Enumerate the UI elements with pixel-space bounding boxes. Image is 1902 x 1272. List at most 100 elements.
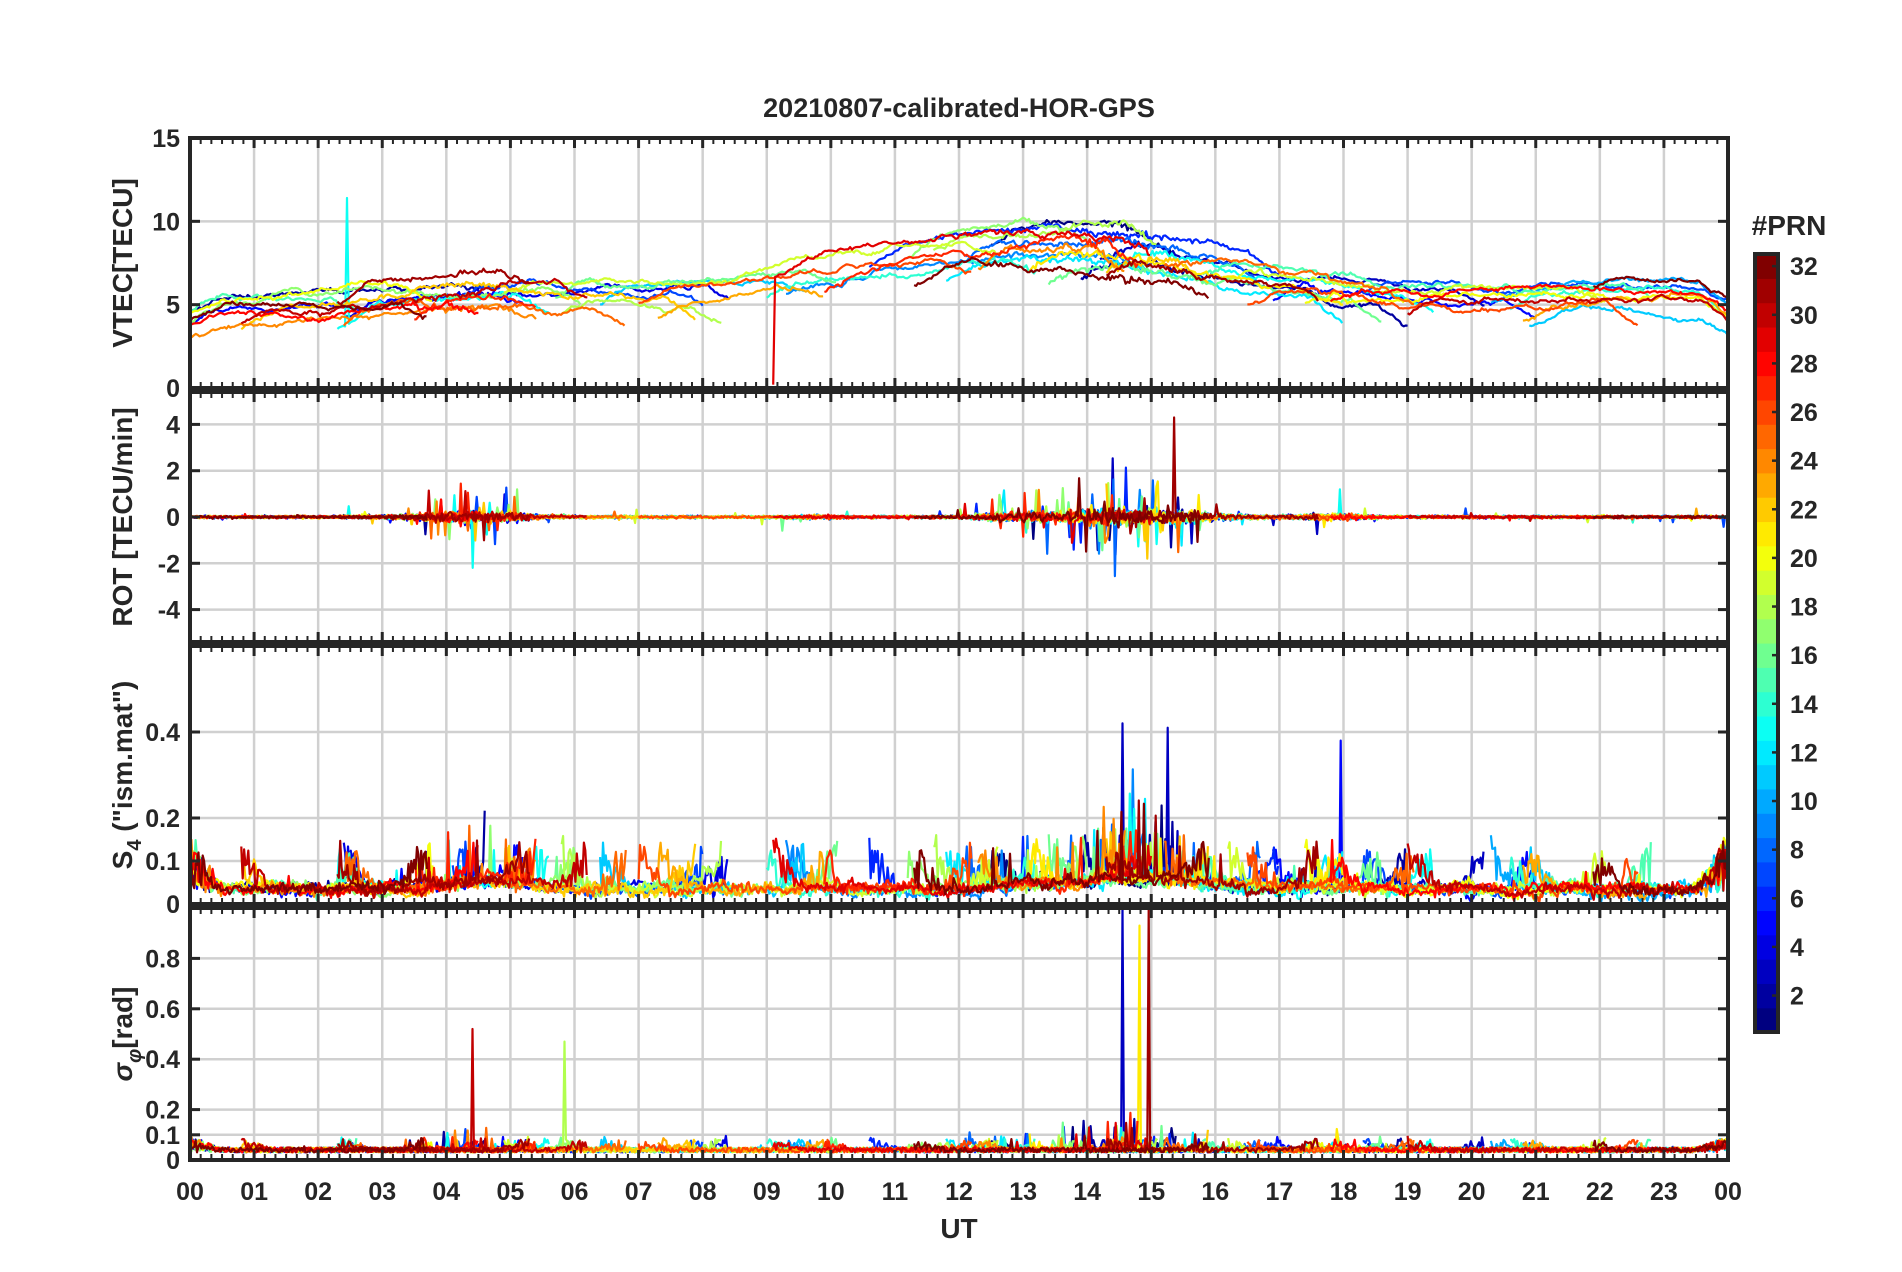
y-tick-label: 0.8 — [145, 945, 180, 973]
colorbar-frame — [1753, 252, 1780, 1034]
colorbar-tick-label: 32 — [1790, 253, 1818, 281]
y-tick-label: 0.6 — [145, 996, 180, 1024]
colorbar-tick-marks — [1772, 264, 1778, 997]
colorbar-step — [1755, 424, 1778, 450]
chart-title: 20210807-calibrated-HOR-GPS — [763, 93, 1155, 123]
rot-series-lines — [190, 416, 1728, 578]
x-tick-label: 07 — [625, 1178, 653, 1206]
x-tick-label: 13 — [1009, 1178, 1037, 1206]
colorbar-tick-label: 8 — [1790, 837, 1804, 865]
colorbar-tick-label: 2 — [1790, 983, 1804, 1011]
colorbar-step — [1755, 278, 1778, 304]
vtec-y-axis-label: VTEC[TECU] — [107, 178, 138, 348]
y-tick-label: 0 — [166, 1147, 180, 1175]
y-tick-label: -4 — [158, 597, 180, 625]
colorbar-label: #PRN — [1752, 210, 1827, 241]
series-line-prn-14 — [766, 255, 1037, 299]
x-tick-label: 11 — [882, 1178, 909, 1206]
y-tick-label: 2 — [166, 458, 180, 486]
series-line-prn-32 — [913, 1134, 1210, 1154]
colorbar-tick-label: 14 — [1790, 691, 1818, 719]
x-tick-label: 14 — [1073, 1178, 1101, 1206]
vtec-grid — [190, 138, 1728, 388]
colorbar-tick-label: 18 — [1790, 594, 1818, 622]
x-tick-label: 00 — [176, 1178, 204, 1206]
s4-label-main: S — [107, 851, 138, 870]
y-tick-label: -2 — [158, 550, 180, 578]
colorbar-tick-label: 16 — [1790, 642, 1818, 670]
colorbar-step — [1755, 691, 1778, 717]
series-line-prn-27 — [824, 232, 1139, 293]
colorbar-step — [1755, 521, 1778, 547]
colorbar-tick-label: 6 — [1790, 885, 1804, 913]
sigma-phi-y-axis-label: σφ[rad] — [107, 987, 146, 1082]
colorbar-step — [1755, 813, 1778, 839]
series-line-prn-11 — [1528, 303, 1728, 336]
colorbar-tick-label: 24 — [1790, 448, 1818, 476]
colorbar-step — [1755, 886, 1778, 912]
rot-panel: -4 -2 0 2 4 ROT [TECU/min] — [107, 390, 1730, 644]
y-tick-label: 0 — [166, 375, 180, 403]
colorbar-step — [1755, 643, 1778, 668]
colorbar-tick-label: 10 — [1790, 788, 1818, 816]
series-line-prn-27 — [414, 293, 537, 321]
y-tick-label: 10 — [152, 208, 180, 236]
colorbar-step — [1755, 618, 1778, 644]
series-line-prn-31 — [337, 1138, 531, 1154]
colorbar-tick-label: 30 — [1790, 302, 1818, 330]
series-line-prn-20 — [190, 279, 433, 314]
colorbar-tick-label: 28 — [1790, 350, 1818, 378]
y-tick-label: 0.2 — [145, 805, 180, 833]
series-line-prn-16 — [1047, 261, 1382, 323]
rot-y-axis-label: ROT [TECU/min] — [107, 407, 138, 626]
x-axis-label: UT — [940, 1213, 977, 1244]
series-line-prn-28 — [1329, 283, 1727, 312]
series-line-prn-32 — [1592, 1139, 1728, 1154]
colorbar-step — [1755, 497, 1778, 523]
sigma-phi-grid — [190, 908, 1728, 1160]
series-line-prn-29 — [772, 228, 1151, 385]
series-line-prn-31 — [336, 267, 531, 305]
series-line-prn-31 — [1106, 258, 1319, 302]
sigma-phi-tick-marks — [188, 908, 1730, 1162]
series-line-prn-16 — [1047, 827, 1383, 896]
x-tick-label: 10 — [817, 1178, 845, 1206]
series-line-prn-29 — [772, 1121, 1153, 1154]
x-tick-label: 17 — [1265, 1178, 1293, 1206]
colorbar-step — [1755, 934, 1778, 960]
series-line-prn-32 — [190, 1137, 428, 1154]
x-tick-label: 05 — [496, 1178, 524, 1206]
series-line-prn-32 — [190, 834, 428, 896]
y-tick-label: 0.1 — [145, 1122, 180, 1150]
vtec-series-lines — [190, 196, 1728, 385]
series-line-prn-32 — [190, 513, 428, 522]
colorbar-tick-label: 26 — [1790, 399, 1818, 427]
x-tick-label: 15 — [1137, 1178, 1165, 1206]
series-line-prn-31 — [1105, 416, 1319, 535]
series-line-prn-18 — [561, 298, 722, 324]
colorbar-step — [1755, 837, 1778, 863]
colorbar-step — [1755, 399, 1778, 425]
colorbar-step — [1755, 375, 1778, 401]
colorbar-step — [1755, 570, 1778, 595]
x-tick-label: 04 — [432, 1178, 460, 1206]
y-tick-label: 5 — [166, 292, 180, 320]
vtec-tick-marks — [188, 136, 1730, 390]
colorbar-step — [1755, 351, 1778, 377]
series-line-prn-32 — [913, 256, 1210, 300]
colorbar-step — [1755, 740, 1778, 766]
colorbar-step — [1755, 448, 1778, 474]
s4-series-lines — [190, 722, 1728, 904]
x-tick-label: 21 — [1522, 1178, 1550, 1206]
x-tick-label: 02 — [304, 1178, 332, 1206]
x-tick-label: 18 — [1330, 1178, 1358, 1206]
colorbar-step — [1755, 715, 1778, 741]
colorbar-color-steps — [1755, 254, 1778, 1033]
sigma-label-main: σ — [107, 1061, 138, 1081]
colorbar-step — [1755, 545, 1778, 571]
colorbar-step — [1755, 1007, 1778, 1033]
s4-panel: 0 0.1 0.2 0.4 S4 ("ism.mat") — [107, 644, 1730, 919]
s4-label-rest: ("ism.mat") — [107, 681, 138, 840]
x-tick-label: 01 — [240, 1178, 268, 1206]
